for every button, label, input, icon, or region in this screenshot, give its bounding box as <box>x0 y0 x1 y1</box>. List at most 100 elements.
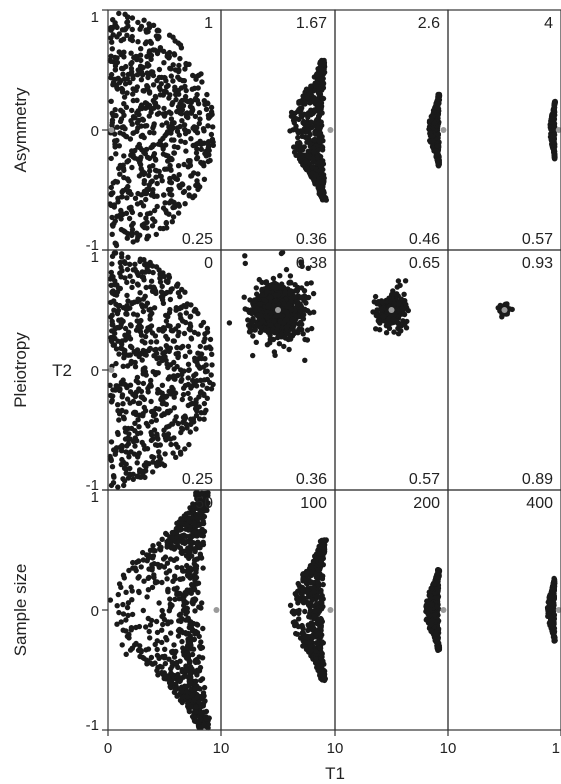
scatter-point <box>154 646 160 653</box>
scatter-point <box>168 630 174 636</box>
scatter-point <box>119 189 125 195</box>
scatter-point <box>203 106 210 113</box>
scatter-point <box>401 311 408 318</box>
scatter-point <box>107 201 113 207</box>
scatter-point <box>153 33 160 39</box>
scatter-point <box>152 47 158 53</box>
scatter-point <box>157 389 163 395</box>
scatter-point <box>167 296 174 303</box>
scatter-point <box>177 527 183 533</box>
scatter-point <box>149 223 156 229</box>
scatter-point <box>150 82 157 88</box>
scatter-point <box>135 296 141 302</box>
scatter-point <box>175 281 181 287</box>
scatter-point <box>299 153 305 159</box>
scatter-point <box>139 439 145 446</box>
scatter-point <box>119 318 126 324</box>
scatter-point <box>208 104 215 111</box>
scatter-point <box>160 146 166 152</box>
scatter-point <box>193 426 199 432</box>
scatter-point <box>151 207 158 214</box>
scatter-point <box>157 346 164 352</box>
scatter-point <box>121 416 127 422</box>
scatter-point <box>316 113 322 120</box>
scatter-point <box>200 625 206 632</box>
scatter-point <box>148 339 154 345</box>
scatter-point <box>259 279 265 286</box>
scatter-point <box>125 14 131 20</box>
scatter-point <box>153 157 159 163</box>
scatter-point <box>199 655 206 661</box>
scatter-point <box>132 364 139 370</box>
scatter-point <box>150 22 157 28</box>
scatter-point <box>144 53 150 60</box>
scatter-point <box>165 538 171 544</box>
scatter-point <box>119 407 125 414</box>
scatter-point <box>145 325 151 331</box>
scatter-point <box>163 570 170 576</box>
scatter-point <box>431 120 438 126</box>
scatter-point <box>186 326 192 332</box>
scatter-point <box>135 575 141 581</box>
panel-points <box>370 278 411 337</box>
scatter-point <box>152 93 159 100</box>
scatter-point <box>124 90 130 96</box>
scatter-point <box>201 176 208 182</box>
scatter-point <box>550 132 557 138</box>
scatter-point <box>123 186 129 192</box>
scatter-point <box>307 310 313 316</box>
scatter-point <box>112 76 118 83</box>
scatter-point <box>199 160 205 167</box>
scatter-point <box>158 294 165 300</box>
scatter-point <box>259 286 265 293</box>
scatter-point <box>130 311 137 317</box>
scatter-point <box>116 212 123 219</box>
scatter-point <box>164 225 170 231</box>
scatter-point <box>146 628 152 635</box>
scatter-point <box>295 302 301 308</box>
scatter-point <box>252 327 258 333</box>
scatter-point <box>153 618 160 625</box>
scatter-point <box>263 280 270 286</box>
scatter-point <box>166 200 173 206</box>
scatter-point <box>128 627 134 633</box>
scatter-point <box>193 574 200 581</box>
scatter-point <box>203 407 209 413</box>
scatter-point <box>318 76 324 83</box>
scatter-point <box>307 141 313 147</box>
scatter-point <box>188 173 195 179</box>
scatter-point <box>168 666 174 672</box>
scatter-point <box>171 642 177 648</box>
scatter-point <box>170 78 176 84</box>
scatter-point <box>187 395 193 402</box>
scatter-point <box>288 109 295 116</box>
scatter-point <box>154 77 160 84</box>
scatter-point <box>150 369 156 375</box>
scatter-point <box>162 166 168 172</box>
points-layer <box>107 10 561 731</box>
scatter-point <box>111 447 117 453</box>
scatter-point <box>188 136 194 142</box>
scatter-point <box>146 89 153 95</box>
scatter-point <box>156 449 162 455</box>
scatter-point <box>143 215 149 221</box>
scatter-point <box>274 327 280 333</box>
scatter-point <box>115 431 121 437</box>
scatter-point <box>206 152 212 158</box>
scatter-point <box>110 274 116 280</box>
scatter-point <box>205 123 211 129</box>
scatter-point <box>183 591 189 597</box>
scatter-point <box>167 175 173 182</box>
scatter-point <box>161 411 168 417</box>
scatter-point <box>112 387 119 393</box>
scatter-point <box>191 636 197 643</box>
scatter-point <box>168 73 174 79</box>
scatter-point <box>135 19 141 26</box>
scatter-point <box>115 402 121 408</box>
scatter-point <box>208 346 214 352</box>
scatter-point <box>117 171 123 177</box>
scatter-point <box>178 378 184 384</box>
scatter-point <box>137 145 143 151</box>
scatter-point <box>148 192 155 198</box>
scatter-point <box>152 579 159 585</box>
